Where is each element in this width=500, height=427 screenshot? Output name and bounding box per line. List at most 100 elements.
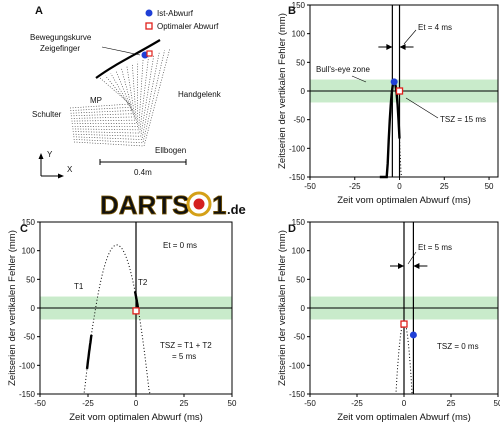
panel-b-letter: B bbox=[288, 5, 296, 17]
y-tick-label: 150 bbox=[22, 218, 36, 227]
mp-label: MP bbox=[90, 96, 102, 105]
movement-curve-pointer bbox=[101, 46, 141, 56]
panel-c-tsz-label-1: TSZ = T1 + T2 bbox=[160, 341, 212, 350]
panel-d-letter: D bbox=[288, 223, 296, 235]
y-axis-label: Y bbox=[47, 150, 53, 159]
y-tick-label: 50 bbox=[26, 275, 35, 284]
optimal-release-marker bbox=[132, 307, 140, 315]
arm-trace bbox=[73, 52, 160, 140]
arm-trace bbox=[72, 61, 139, 127]
legend-optimal-label: Optimaler Abwurf bbox=[157, 22, 219, 31]
logo-text-one: 1 bbox=[212, 190, 226, 220]
et-arrowhead-right bbox=[399, 44, 406, 50]
finger-trajectory bbox=[95, 39, 161, 79]
panel-c-t2-label: T2 bbox=[138, 278, 148, 287]
panel-c-et-label: Et = 0 ms bbox=[163, 241, 197, 250]
x-axis-label: X bbox=[67, 165, 73, 174]
et-arrowhead-right bbox=[413, 263, 420, 269]
y-tick-label: -100 bbox=[289, 361, 306, 370]
x-tick-label: -25 bbox=[351, 399, 363, 408]
y-tick-label: -100 bbox=[289, 144, 306, 153]
y-axis-title: Zeitserien der vertikalen Fehler (mm) bbox=[7, 230, 18, 386]
panel-b-tsz-label: TSZ = 15 ms bbox=[440, 115, 486, 124]
logo-domain: .de bbox=[227, 202, 246, 217]
y-tick-label: 150 bbox=[292, 218, 306, 227]
x-tick-label: 25 bbox=[440, 182, 449, 191]
legend-actual-marker bbox=[145, 9, 153, 17]
panel-d-tsz-label: TSZ = 0 ms bbox=[437, 342, 479, 351]
panel-c-tsz-label-2: = 5 ms bbox=[172, 352, 196, 361]
panel-b-zone-pointer bbox=[351, 75, 367, 83]
y-tick-label: 50 bbox=[296, 58, 305, 67]
arm-trace bbox=[70, 73, 133, 114]
movement-curve-label-2: Zeigefinger bbox=[40, 44, 80, 53]
panel-b-et-label: Et = 4 ms bbox=[418, 23, 452, 32]
panel-d-plot: -50 -25 0 25 50 -150 -100 -50 0 50 100 150 Zeit vom … bbox=[277, 218, 500, 423]
panel-a-letter: A bbox=[35, 5, 43, 17]
x-tick-label: -50 bbox=[304, 399, 316, 408]
x-tick-label: 50 bbox=[494, 399, 500, 408]
y-tick-label: 0 bbox=[301, 304, 306, 313]
scale-label: 0.4m bbox=[134, 168, 152, 177]
y-tick-label: -150 bbox=[19, 390, 36, 399]
panel-b-zone-label: Bull's-eye zone bbox=[316, 65, 371, 74]
optimal-release-marker bbox=[395, 87, 404, 95]
panel-c-plot: -50 -25 0 25 50 -150 -100 -50 0 50 100 150 Zeit vom … bbox=[7, 218, 237, 423]
panel-c-t1-label: T1 bbox=[74, 282, 84, 291]
panel-b: B -50 -25 0 25 50 -150 -100 -50 0 50 100 150 Zeit vo… bbox=[277, 1, 499, 206]
arm-movement-traces bbox=[69, 47, 171, 147]
et-arrowhead-left bbox=[398, 263, 404, 269]
x-tick-label: 0 bbox=[134, 399, 139, 408]
actual-release-marker bbox=[409, 331, 417, 339]
x-tick-label: 25 bbox=[180, 399, 189, 408]
x-arrowhead bbox=[58, 173, 64, 179]
actual-release-marker bbox=[390, 78, 398, 86]
movement-curve-label-1: Bewegungskurve bbox=[30, 33, 92, 42]
y-tick-label: 0 bbox=[31, 304, 36, 313]
panel-b-tsz-pointer bbox=[405, 97, 439, 119]
panel-a: A Ist-Abwurf Optimaler Abwurf Bewegungsk… bbox=[30, 5, 222, 179]
y-tick-label: -150 bbox=[289, 173, 306, 182]
x-tick-label: 50 bbox=[485, 182, 494, 191]
arm-trace bbox=[73, 50, 165, 144]
y-arrowhead bbox=[38, 153, 44, 159]
y-tick-label: -150 bbox=[289, 390, 306, 399]
panel-d-et-label: Et = 5 ms bbox=[418, 243, 452, 252]
et-arrowhead-left bbox=[386, 44, 393, 50]
logo-dartboard-bull bbox=[193, 198, 205, 210]
x-tick-label: -50 bbox=[34, 399, 46, 408]
arm-trace bbox=[72, 57, 149, 134]
panel-b-et-pointer bbox=[403, 29, 417, 45]
darts01-logo: DARTS 1 .de bbox=[100, 190, 246, 221]
arm-trace bbox=[71, 66, 136, 122]
y-tick-label: -50 bbox=[293, 116, 305, 125]
y-tick-label: -50 bbox=[23, 333, 35, 342]
logo-text: DARTS bbox=[100, 190, 190, 220]
x-axis-title: Zeit vom optimalen Abwurf (ms) bbox=[69, 412, 203, 423]
y-tick-label: 100 bbox=[22, 247, 36, 256]
x-tick-label: 0 bbox=[397, 182, 402, 191]
optimal-release-point bbox=[146, 50, 153, 57]
y-tick-label: -100 bbox=[19, 361, 36, 370]
x-tick-label: 0 bbox=[402, 399, 407, 408]
y-tick-label: 50 bbox=[296, 275, 305, 284]
wrist-label: Handgelenk bbox=[178, 90, 222, 99]
arm-trace bbox=[70, 75, 132, 111]
panel-c-letter: C bbox=[20, 223, 28, 235]
arm-trace bbox=[73, 54, 155, 137]
y-tick-label: -50 bbox=[293, 333, 305, 342]
optimal-release-marker bbox=[400, 320, 408, 328]
x-tick-label: -25 bbox=[349, 182, 361, 191]
legend-actual-label: Ist-Abwurf bbox=[157, 9, 194, 18]
y-axis-title: Zeitserien der vertikalen Fehler (mm) bbox=[277, 13, 288, 169]
y-tick-label: 150 bbox=[292, 1, 306, 10]
arm-trace bbox=[69, 77, 131, 109]
arm-trace bbox=[71, 64, 137, 125]
x-axis-title: Zeit vom optimalen Abwurf (ms) bbox=[337, 412, 471, 423]
error-time-series-in-zone bbox=[85, 334, 93, 370]
panel-b-plot: -50 -25 0 25 50 -150 -100 -50 0 50 100 150 Zeit vom … bbox=[277, 1, 499, 206]
panel-d-et-pointer bbox=[407, 251, 417, 265]
elbow-label: Ellbogen bbox=[155, 146, 186, 155]
y-axis-title: Zeitserien der vertikalen Fehler (mm) bbox=[277, 230, 288, 386]
